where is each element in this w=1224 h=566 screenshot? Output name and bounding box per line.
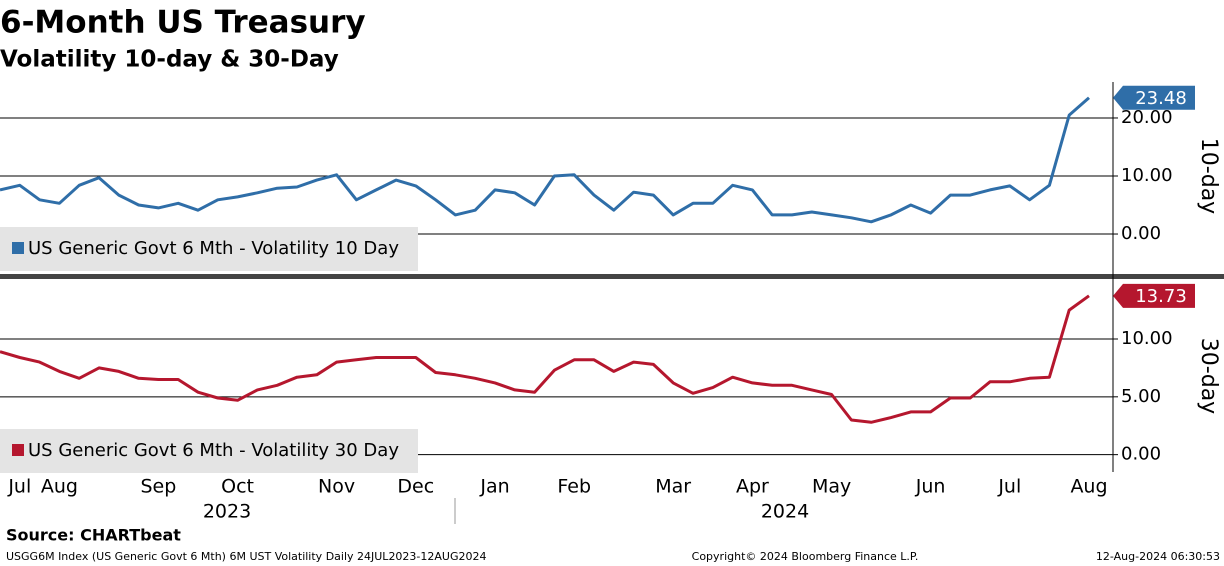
- legend-swatch: [12, 242, 24, 254]
- chart-title: 6-Month US Treasury: [0, 5, 366, 41]
- y-tick-label: 5.00: [1121, 386, 1161, 407]
- y-axis-title: 10-day: [1196, 138, 1221, 214]
- x-tick-label: Jun: [915, 476, 946, 498]
- legend-label: US Generic Govt 6 Mth - Volatility 10 Da…: [28, 238, 399, 259]
- legend-label: US Generic Govt 6 Mth - Volatility 30 Da…: [28, 440, 399, 461]
- x-tick-label: Aug: [41, 476, 78, 498]
- x-tick-label: Dec: [397, 476, 434, 498]
- x-tick-label: Jul: [997, 476, 1021, 498]
- x-tick-label: May: [812, 476, 851, 498]
- data-line: [0, 294, 1090, 424]
- panel-separator: [0, 274, 1224, 279]
- y-axis-title: 30-day: [1196, 338, 1221, 414]
- footer-right: 12-Aug-2024 06:30:53: [1096, 550, 1220, 563]
- last-value-label: 23.48: [1135, 88, 1187, 109]
- legend-box: [0, 429, 418, 473]
- year-label: 2024: [761, 501, 809, 523]
- chart-subtitle: Volatility 10-day & 30-Day: [0, 47, 339, 73]
- footer-left: USGG6M Index (US Generic Govt 6 Mth) 6M …: [6, 550, 487, 563]
- x-tick-label: Aug: [1070, 476, 1107, 498]
- x-tick-label: Jan: [479, 476, 509, 498]
- last-value-tag: [1113, 283, 1195, 308]
- x-tick-label: Feb: [557, 476, 591, 498]
- last-value-tag: [1113, 85, 1195, 110]
- last-value-label: 13.73: [1135, 286, 1187, 307]
- source-note: Source: CHARTbeat: [6, 526, 181, 545]
- x-tick-label: Apr: [736, 476, 769, 498]
- x-tick-label: Nov: [318, 476, 355, 498]
- legend-box: [0, 227, 418, 271]
- x-tick-label: Mar: [655, 476, 691, 498]
- y-tick-label: 10.00: [1121, 165, 1173, 186]
- x-tick-label: Jul: [7, 476, 31, 498]
- y-tick-label: 0.00: [1121, 444, 1161, 465]
- footer-center: Copyright© 2024 Bloomberg Finance L.P.: [692, 550, 919, 563]
- y-tick-label: 0.00: [1121, 223, 1161, 244]
- legend-swatch: [12, 444, 24, 456]
- data-line: [0, 96, 1090, 224]
- year-label: 2023: [203, 501, 251, 523]
- x-tick-label: Sep: [140, 476, 176, 498]
- y-tick-label: 10.00: [1121, 328, 1173, 349]
- x-tick-label: Oct: [221, 476, 254, 498]
- y-tick-label: 20.00: [1121, 107, 1173, 128]
